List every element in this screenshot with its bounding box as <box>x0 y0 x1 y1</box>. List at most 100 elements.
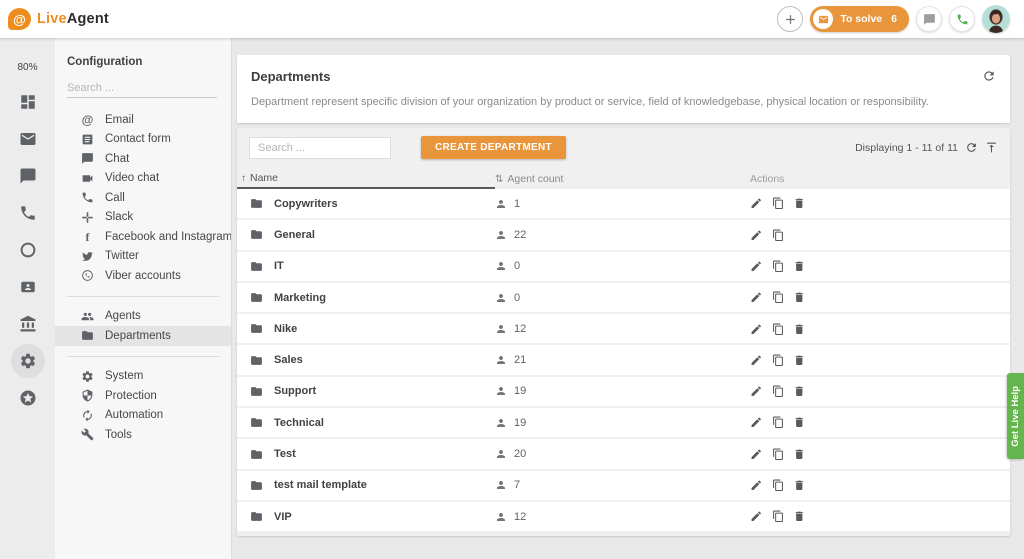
topbar-actions: To solve 6 <box>777 5 1010 33</box>
create-department-button[interactable]: CREATE DEPARTMENT <box>421 136 566 159</box>
folder-icon <box>250 291 263 304</box>
copy-button[interactable] <box>772 197 785 210</box>
refresh-list-button[interactable] <box>965 141 978 154</box>
table-search-input[interactable] <box>249 136 391 159</box>
sidebar-item-departments[interactable]: Departments <box>55 326 231 346</box>
delete-button[interactable] <box>793 291 806 304</box>
liveagent-logo[interactable]: @ LiveAgent <box>8 8 109 30</box>
sidebar-item-system[interactable]: System <box>55 367 231 387</box>
page-description: Department represent specific division o… <box>251 96 929 108</box>
rail-item-chats[interactable] <box>11 159 45 193</box>
table-row[interactable]: Test 20 <box>237 439 1010 469</box>
department-name-cell: test mail template <box>237 479 495 492</box>
delete-button[interactable] <box>793 416 806 429</box>
rail-item-online[interactable] <box>11 233 45 267</box>
edit-button[interactable] <box>750 291 763 304</box>
rail-item-stars[interactable] <box>11 381 45 415</box>
scroll-top-button[interactable] <box>985 141 998 154</box>
department-name: Nike <box>274 322 298 335</box>
sidebar-item-twitter[interactable]: Twitter <box>55 247 231 267</box>
table-row[interactable]: Technical 19 <box>237 408 1010 438</box>
sidebar-item-video-chat[interactable]: Video chat <box>55 169 231 189</box>
edit-button[interactable] <box>750 354 763 367</box>
copy-button[interactable] <box>772 479 785 492</box>
copy-icon <box>772 479 785 492</box>
edit-button[interactable] <box>750 448 763 461</box>
rail-item-calls[interactable] <box>11 196 45 230</box>
sidebar-item-email[interactable]: @ Email <box>81 112 134 127</box>
delete-button[interactable] <box>793 260 806 273</box>
edit-button[interactable] <box>750 229 763 242</box>
table-row[interactable]: Sales 21 <box>237 345 1010 375</box>
sidebar-item-contact-form[interactable]: Contact form <box>55 130 231 150</box>
edit-button[interactable] <box>750 197 763 210</box>
top-bar: @ LiveAgent To solve 6 <box>0 0 1024 38</box>
table-row[interactable]: General 22 <box>237 220 1010 250</box>
copy-button[interactable] <box>772 448 785 461</box>
agent-count-cell: 7 <box>495 479 750 491</box>
chat-status-button[interactable] <box>916 6 942 32</box>
copy-button[interactable] <box>772 260 785 273</box>
rail-item-tickets[interactable] <box>11 122 45 156</box>
department-name: Marketing <box>274 291 326 304</box>
copy-button[interactable] <box>772 229 785 242</box>
copy-button[interactable] <box>772 323 785 336</box>
department-name: Technical <box>274 416 324 429</box>
phone-status-button[interactable] <box>949 6 975 32</box>
sidebar-item-agents[interactable]: Agents <box>55 307 231 327</box>
department-name: General <box>274 228 315 241</box>
edit-button[interactable] <box>750 510 763 523</box>
trash-icon <box>793 260 806 273</box>
department-name: Test <box>274 448 296 461</box>
sidebar-search-input[interactable] <box>67 79 217 98</box>
chat-icon <box>81 152 94 165</box>
pencil-icon <box>750 510 763 523</box>
sidebar-item-slack[interactable]: Slack <box>55 208 231 228</box>
edit-button[interactable] <box>750 260 763 273</box>
phone-icon <box>956 13 969 26</box>
delete-button[interactable] <box>793 323 806 336</box>
table-row[interactable]: Copywriters 1 <box>237 189 1010 219</box>
table-row[interactable]: Support 19 <box>237 376 1010 407</box>
delete-button[interactable] <box>793 479 806 492</box>
copy-button[interactable] <box>772 354 785 367</box>
copy-button[interactable] <box>772 385 785 398</box>
table-row[interactable]: Nike 12 <box>237 314 1010 344</box>
copy-button[interactable] <box>772 510 785 523</box>
sidebar-item-tools[interactable]: Tools <box>55 425 231 445</box>
get-live-help-button[interactable]: Get Live Help <box>1007 373 1024 459</box>
add-button[interactable] <box>777 6 804 32</box>
sidebar-item-viber[interactable]: Viber accounts <box>55 266 231 286</box>
column-header-agent-count[interactable]: ⇅ Agent count <box>495 173 564 185</box>
table-row[interactable]: VIP 12 <box>237 501 1010 532</box>
sidebar-item-automation[interactable]: Automation <box>55 406 231 426</box>
rail-item-contacts[interactable] <box>11 270 45 304</box>
column-header-name[interactable]: ↑ Name <box>237 169 495 189</box>
sidebar-item-call[interactable]: Call <box>55 188 231 208</box>
delete-button[interactable] <box>793 354 806 367</box>
edit-button[interactable] <box>750 385 763 398</box>
copy-button[interactable] <box>772 291 785 304</box>
delete-button[interactable] <box>793 448 806 461</box>
rail-item-knowledgebase[interactable] <box>11 307 45 341</box>
delete-button[interactable] <box>793 385 806 398</box>
sidebar-item-protection[interactable]: Protection <box>55 386 231 406</box>
refresh-button[interactable] <box>982 69 996 83</box>
edit-button[interactable] <box>750 479 763 492</box>
table-row[interactable]: IT 0 <box>237 251 1010 281</box>
user-avatar[interactable] <box>982 5 1010 33</box>
to-solve-button[interactable]: To solve 6 <box>810 6 909 32</box>
sidebar-item-chat[interactable]: Chat <box>55 149 231 169</box>
edit-button[interactable] <box>750 416 763 429</box>
delete-button[interactable] <box>793 197 806 210</box>
agents-icon <box>81 310 94 323</box>
copy-button[interactable] <box>772 416 785 429</box>
rail-item-configuration[interactable] <box>10 343 45 378</box>
rail-item-dashboard[interactable] <box>11 85 45 119</box>
delete-button[interactable] <box>793 510 806 523</box>
person-icon <box>495 385 507 397</box>
table-row[interactable]: Marketing 0 <box>237 282 1010 313</box>
sidebar-item-facebook-instagram[interactable]: f Facebook and Instagram <box>55 227 232 247</box>
edit-button[interactable] <box>750 323 763 336</box>
table-row[interactable]: test mail template 7 <box>237 470 1010 500</box>
